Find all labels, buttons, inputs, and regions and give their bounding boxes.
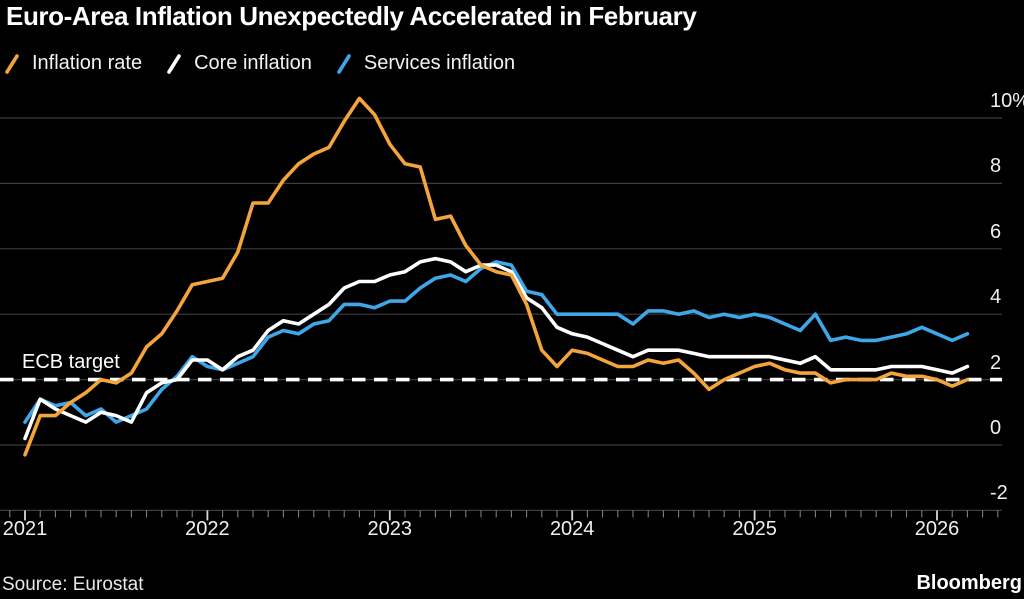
x-axis-label: 2021 [2, 518, 48, 540]
y-axis-label: 8 [990, 155, 1002, 178]
x-axis-label: 2026 [914, 518, 960, 540]
chart-legend: Inflation rate Core inflation Services i… [4, 52, 539, 75]
legend-item-services-inflation: Services inflation [336, 52, 515, 75]
series-line-inflation-rate [23, 96, 970, 457]
series-line-services-inflation [23, 260, 970, 424]
y-axis-label: -2 [990, 482, 1008, 505]
legend-label: Inflation rate [32, 52, 143, 74]
y-axis-label: 0 [990, 417, 1002, 439]
legend-label: Services inflation [363, 52, 516, 74]
y-axis-label: 10% [990, 90, 1024, 112]
bloomberg-logo: Bloomberg [916, 572, 1022, 594]
line-swatch-icon [5, 53, 19, 74]
source-label: Source: Eurostat [2, 574, 144, 595]
legend-label: Core inflation [194, 52, 312, 74]
x-axis-label: 2024 [549, 518, 595, 540]
x-axis-label: 2025 [732, 518, 777, 540]
legend-item-inflation-rate: Inflation rate [4, 52, 142, 75]
line-swatch-icon [167, 53, 181, 74]
x-axis-label: 2022 [185, 518, 230, 540]
y-axis-label: 4 [990, 286, 1002, 309]
chart-title: Euro-Area Inflation Unexpectedly Acceler… [6, 1, 697, 31]
legend-item-core-inflation: Core inflation [166, 52, 312, 75]
y-axis-label: 6 [990, 220, 1002, 243]
x-axis-label: 2023 [367, 518, 413, 540]
series-line-core-inflation [23, 256, 970, 441]
line-swatch-icon [337, 53, 351, 74]
y-axis-label: 2 [990, 351, 1002, 374]
ecb-target-label: ECB target [22, 351, 120, 373]
